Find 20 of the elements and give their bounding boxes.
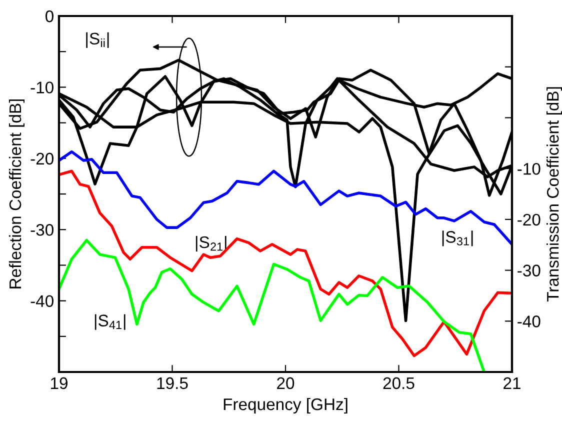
y-tick-label: -10 bbox=[30, 82, 54, 94]
x-tick-label: 21 bbox=[504, 377, 520, 389]
y-tick-label: 0 bbox=[46, 10, 54, 22]
annotation: |S$_{41}$| bbox=[94, 314, 126, 330]
annotation: |S$_{31}$| bbox=[442, 230, 473, 246]
y2-tick-label: -20 bbox=[518, 214, 540, 226]
y-tick-label: -20 bbox=[30, 152, 54, 165]
x-tick-label: 19.5 bbox=[157, 377, 188, 390]
y2-tick-label: -30 bbox=[518, 264, 540, 276]
y2-tick-label: -10 bbox=[518, 162, 540, 175]
x-tick-label: 19 bbox=[51, 377, 68, 390]
x-axis-title: Frequency [GHz] bbox=[224, 398, 348, 414]
x-tick-label: 20.5 bbox=[383, 377, 414, 390]
x-tick-label: 20 bbox=[277, 377, 294, 390]
y-tick-label: -30 bbox=[30, 224, 54, 236]
y2-tick-label: -40 bbox=[518, 316, 540, 328]
y-axis-title: Reflection Coefficient [dB] bbox=[8, 99, 24, 288]
annotation: |S$_{ii}$| bbox=[86, 32, 109, 48]
y2-axis-title: Transmission Coefficient [dB] bbox=[546, 87, 562, 302]
y-tick-label: -40 bbox=[30, 295, 54, 308]
